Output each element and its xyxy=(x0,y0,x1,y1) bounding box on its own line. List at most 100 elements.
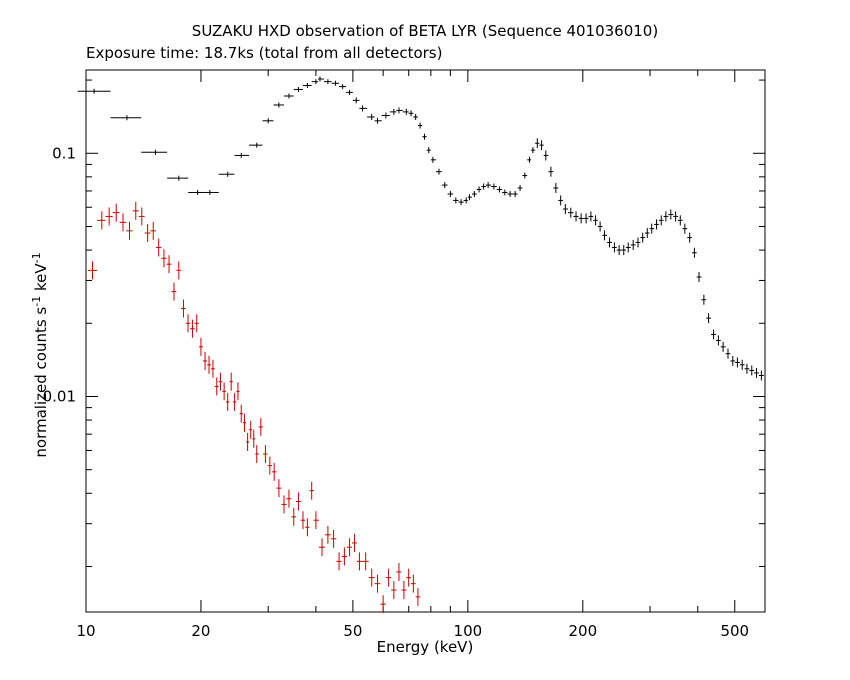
data-point xyxy=(668,209,674,220)
data-point xyxy=(711,329,716,340)
data-point xyxy=(207,355,211,374)
data-point xyxy=(658,215,664,226)
data-point xyxy=(654,219,659,230)
data-point xyxy=(677,215,683,226)
data-point xyxy=(491,183,497,190)
data-point xyxy=(218,372,223,391)
data-point xyxy=(356,552,363,571)
data-point xyxy=(161,249,167,268)
data-point xyxy=(324,525,331,544)
data-point xyxy=(485,182,492,189)
data-point xyxy=(548,166,554,177)
data-point xyxy=(706,313,712,324)
data-point xyxy=(715,335,721,346)
data-point xyxy=(435,168,442,175)
data-point xyxy=(408,110,414,117)
data-point xyxy=(181,299,186,318)
data-point xyxy=(380,595,386,614)
data-point xyxy=(453,197,459,204)
data-point xyxy=(138,207,145,226)
data-point xyxy=(305,518,310,537)
data-point xyxy=(198,337,203,356)
data-point xyxy=(527,156,532,163)
data-point xyxy=(359,105,368,112)
data-point xyxy=(132,201,139,220)
data-point xyxy=(309,481,314,500)
data-point xyxy=(640,232,645,243)
data-point xyxy=(210,359,215,378)
data-point xyxy=(568,207,574,218)
data-point xyxy=(352,533,357,552)
data-point xyxy=(167,175,189,181)
data-point xyxy=(616,245,622,256)
data-point xyxy=(236,382,240,401)
data-point xyxy=(635,237,641,248)
data-point xyxy=(293,86,303,92)
data-point xyxy=(171,282,177,301)
data-point xyxy=(413,113,418,120)
data-point xyxy=(77,88,111,94)
data-point xyxy=(522,172,528,179)
data-point xyxy=(607,237,612,248)
data-point xyxy=(222,382,226,401)
x-tick-label: 20 xyxy=(191,622,210,640)
data-point xyxy=(458,199,464,206)
data-point xyxy=(232,392,237,411)
data-point xyxy=(263,445,268,464)
y-tick-label: 0.1 xyxy=(52,144,76,162)
data-point xyxy=(119,213,127,232)
data-point xyxy=(112,203,120,222)
x-tick-label: 10 xyxy=(76,622,95,640)
data-point xyxy=(203,189,219,195)
data-point xyxy=(531,147,536,154)
data-point xyxy=(272,462,277,481)
data-point xyxy=(336,552,342,571)
data-point xyxy=(758,370,764,381)
data-point xyxy=(155,238,162,257)
data-point xyxy=(300,511,306,530)
data-point xyxy=(597,221,603,232)
data-point xyxy=(313,511,319,530)
data-point xyxy=(239,404,243,423)
data-point xyxy=(385,568,392,587)
data-point xyxy=(242,413,247,432)
data-point xyxy=(687,232,693,243)
data-point xyxy=(291,507,297,526)
data-point xyxy=(144,224,151,243)
data-point xyxy=(562,204,569,215)
data-point xyxy=(593,215,598,226)
data-point xyxy=(417,122,423,129)
data-point xyxy=(630,239,636,250)
data-point xyxy=(496,186,503,193)
data-point xyxy=(621,245,626,256)
data-point xyxy=(411,574,416,593)
data-point xyxy=(744,363,750,374)
data-point xyxy=(730,355,736,366)
data-point xyxy=(701,294,707,305)
data-point xyxy=(720,341,726,352)
data-point xyxy=(389,108,397,115)
data-point xyxy=(248,142,263,148)
data-point xyxy=(283,93,294,99)
data-point xyxy=(481,183,486,190)
data-point xyxy=(311,79,318,85)
data-point xyxy=(339,84,347,90)
data-point xyxy=(367,113,375,120)
data-point xyxy=(105,207,113,226)
data-point xyxy=(346,89,353,95)
data-point xyxy=(252,429,256,448)
data-point xyxy=(188,189,204,195)
x-tick-label: 50 xyxy=(343,622,362,640)
data-point xyxy=(141,149,168,155)
data-point xyxy=(225,392,230,411)
data-point xyxy=(381,112,390,119)
data-point xyxy=(362,552,369,571)
data-point xyxy=(649,223,655,234)
data-point xyxy=(150,221,156,240)
data-point xyxy=(352,97,360,104)
data-point xyxy=(391,581,397,600)
data-point xyxy=(553,182,559,193)
data-point xyxy=(267,456,273,475)
data-point xyxy=(749,365,755,376)
